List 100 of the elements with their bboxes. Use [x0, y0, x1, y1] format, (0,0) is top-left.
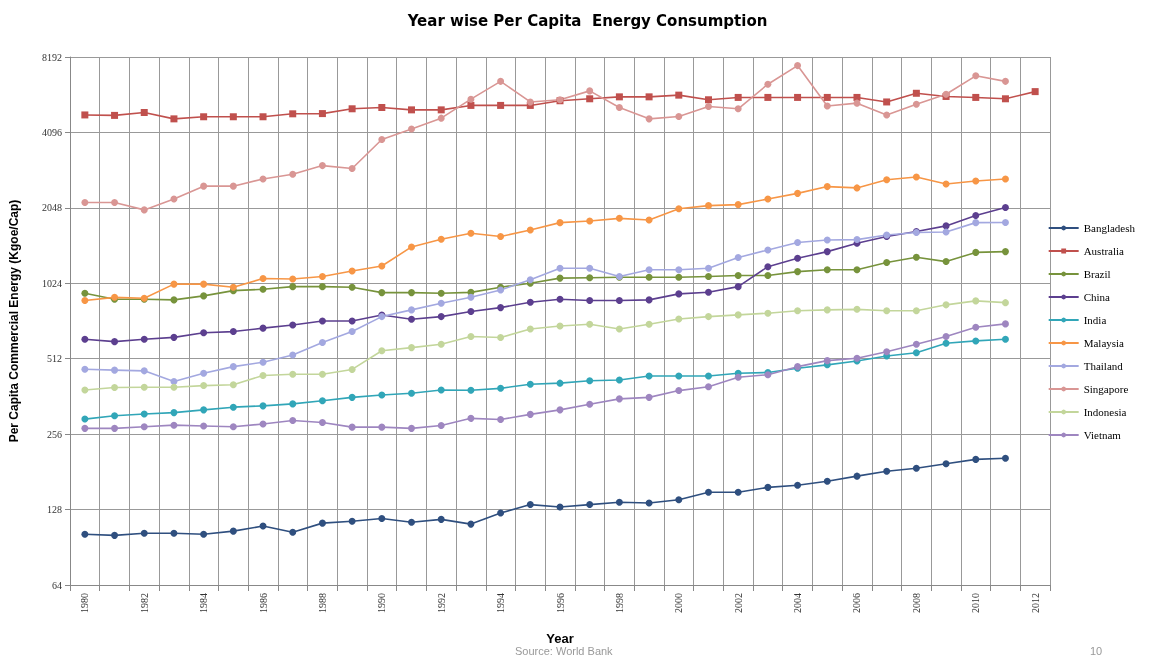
point: [675, 387, 683, 395]
point: [675, 205, 683, 213]
x-tick-label: 2002: [732, 593, 744, 613]
point: [942, 258, 950, 266]
point: [81, 365, 89, 373]
point: [497, 233, 505, 241]
point: [764, 263, 772, 271]
x-tick-label: 1980: [79, 593, 91, 613]
point: [972, 177, 980, 185]
legend-label: Bangladesh: [1083, 222, 1136, 234]
point: [140, 529, 148, 537]
point: [111, 412, 119, 420]
point: [586, 320, 594, 328]
legend-label: Brazil: [1083, 268, 1111, 280]
point: [408, 243, 416, 251]
point: [526, 325, 534, 333]
point: [229, 283, 237, 291]
point: [942, 460, 950, 468]
y-tick-label: 1024: [42, 277, 62, 289]
point: [318, 418, 326, 426]
point: [704, 264, 712, 272]
point: [764, 246, 772, 254]
point: [972, 297, 980, 305]
x-tick-label: 1984: [198, 593, 210, 613]
point: [675, 91, 683, 99]
point: [853, 93, 861, 101]
legend-label: Australia: [1083, 245, 1125, 257]
x-tick-label: 2012: [1029, 593, 1041, 613]
point: [704, 383, 712, 391]
point: [764, 93, 772, 101]
point: [615, 214, 623, 222]
x-tick-label: 1992: [435, 593, 447, 613]
point: [675, 290, 683, 298]
point: [823, 236, 831, 244]
point: [437, 340, 445, 348]
point: [497, 509, 505, 517]
point: [378, 514, 386, 522]
point: [289, 417, 297, 425]
point: [348, 423, 356, 431]
point: [200, 369, 208, 377]
point: [140, 383, 148, 391]
point: [704, 202, 712, 210]
y-tick-label: 4096: [42, 126, 62, 138]
point: [497, 101, 505, 109]
point: [81, 111, 89, 119]
chart-title: Year wise Per Capita Energy Consumption: [406, 11, 768, 30]
point: [437, 515, 445, 523]
point: [556, 264, 564, 272]
point: [140, 206, 148, 214]
x-tick-label: 2010: [970, 593, 982, 613]
point: [497, 304, 505, 312]
point: [81, 297, 89, 305]
point: [378, 289, 386, 297]
point: [229, 527, 237, 535]
point: [823, 306, 831, 314]
point: [229, 113, 237, 121]
point: [675, 273, 683, 281]
point: [704, 272, 712, 280]
point: [437, 299, 445, 307]
point: [1001, 175, 1009, 183]
point: [348, 283, 356, 291]
source-note: Source: World Bank: [515, 644, 614, 657]
point: [497, 334, 505, 342]
point: [972, 72, 980, 80]
point: [318, 370, 326, 378]
point: [289, 321, 297, 329]
point: [556, 295, 564, 303]
point: [318, 162, 326, 170]
x-tick-label: 1988: [316, 593, 328, 613]
point: [764, 272, 772, 279]
point: [111, 531, 119, 539]
point: [259, 275, 267, 282]
point: [645, 273, 653, 281]
point: [764, 195, 772, 203]
point: [437, 106, 445, 114]
point: [704, 102, 712, 110]
point: [794, 93, 802, 101]
point: [704, 372, 712, 380]
point: [794, 238, 802, 246]
legend-label: China: [1083, 291, 1111, 303]
point: [408, 344, 416, 352]
text: 10: [1090, 644, 1103, 657]
point: [526, 298, 534, 306]
point: [81, 424, 89, 432]
point: [704, 288, 712, 296]
point: [526, 501, 534, 509]
point: [645, 93, 653, 101]
point: [1001, 95, 1009, 103]
point: [1001, 454, 1009, 462]
point: [81, 199, 89, 207]
point: [378, 262, 386, 270]
x-tick-label: 2006: [851, 593, 863, 613]
point: [289, 275, 297, 283]
point: [81, 415, 89, 423]
point: [912, 349, 920, 357]
point: [586, 377, 594, 385]
point: [378, 423, 386, 431]
point: [883, 348, 891, 356]
point: [467, 95, 475, 103]
point: [111, 384, 119, 391]
